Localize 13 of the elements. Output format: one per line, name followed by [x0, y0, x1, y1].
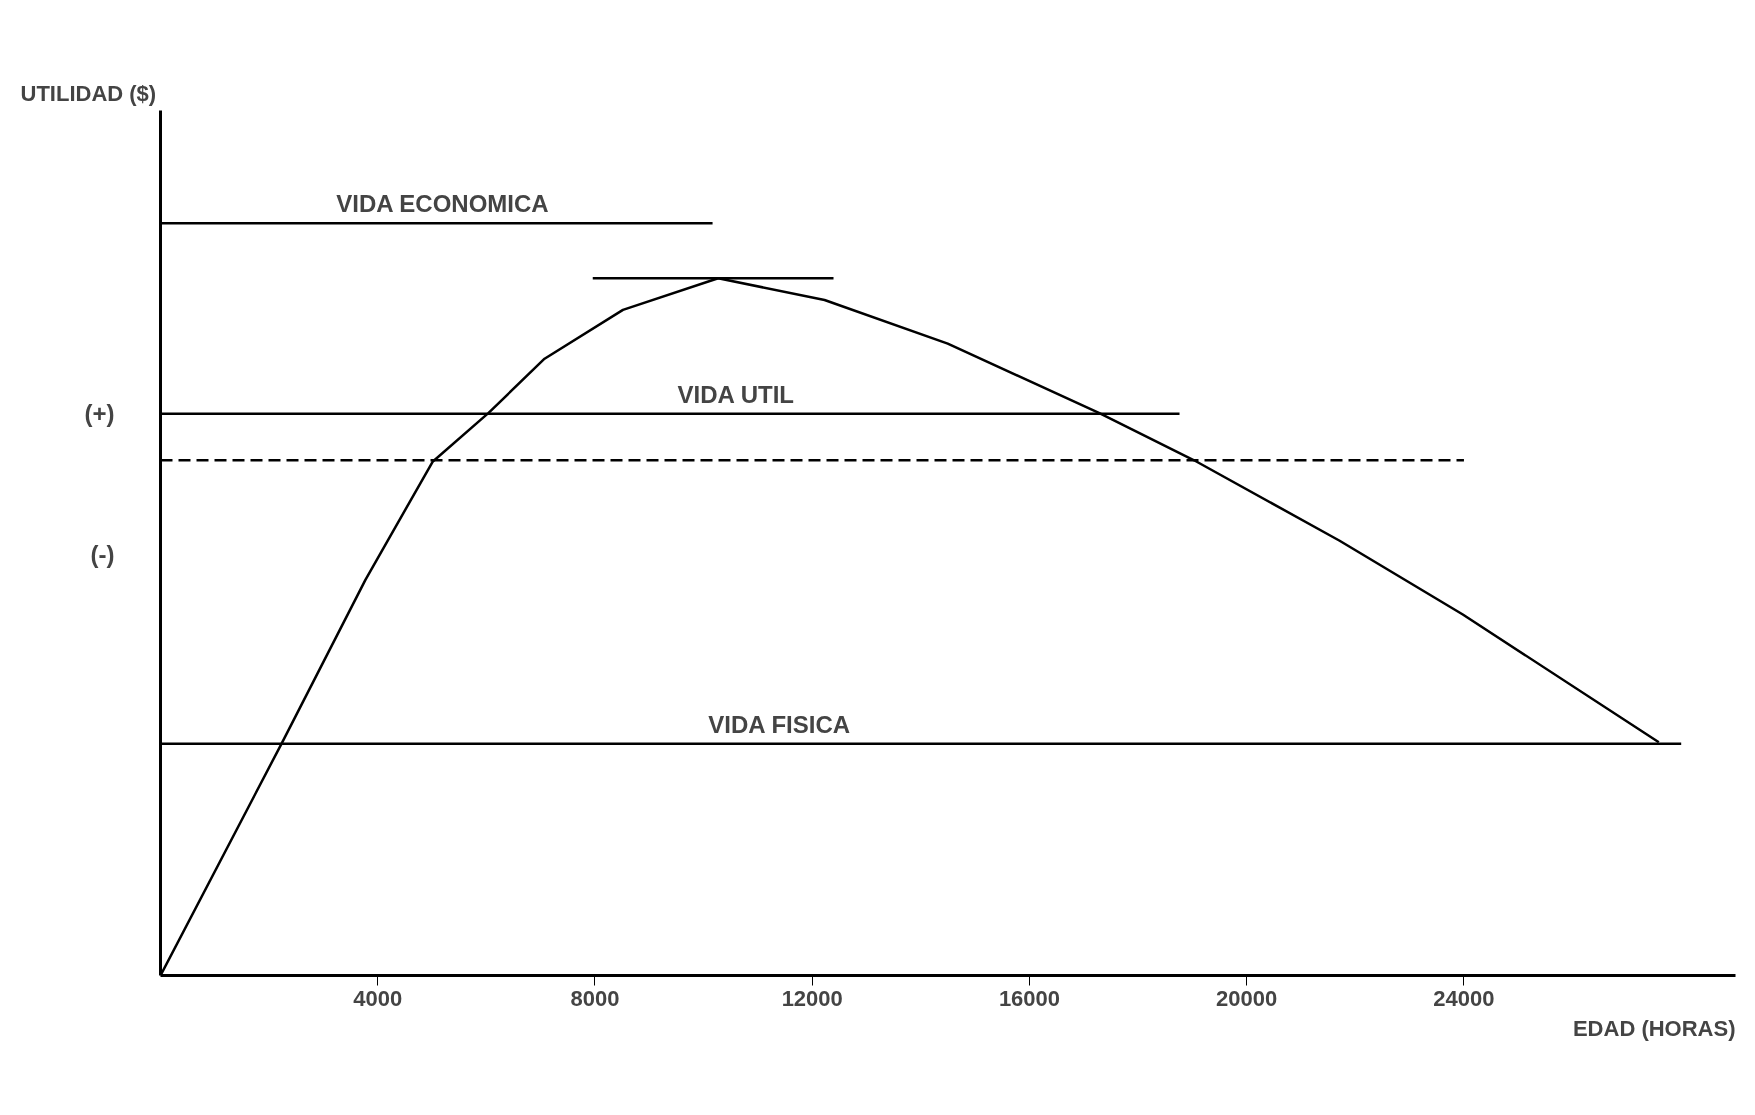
- x-tick-label: 24000: [1433, 985, 1495, 1011]
- x-tick-label: 12000: [781, 985, 843, 1011]
- annotation: VIDA UTIL: [677, 380, 794, 408]
- x-tick-label: 4000: [353, 985, 403, 1011]
- x-tick-label: 8000: [570, 985, 620, 1011]
- annotation: (+): [84, 400, 115, 428]
- x-tick-label: 16000: [998, 985, 1061, 1011]
- text: (-): [90, 540, 115, 568]
- annotation: VIDA ECONOMICA: [336, 190, 549, 218]
- annotation: VIDA FISICA: [708, 710, 851, 738]
- x-tick-label: 20000: [1216, 985, 1278, 1011]
- text: UTILIDAD ($): [20, 80, 157, 106]
- x-axis-title: EDAD (HORAS): [1572, 1015, 1736, 1041]
